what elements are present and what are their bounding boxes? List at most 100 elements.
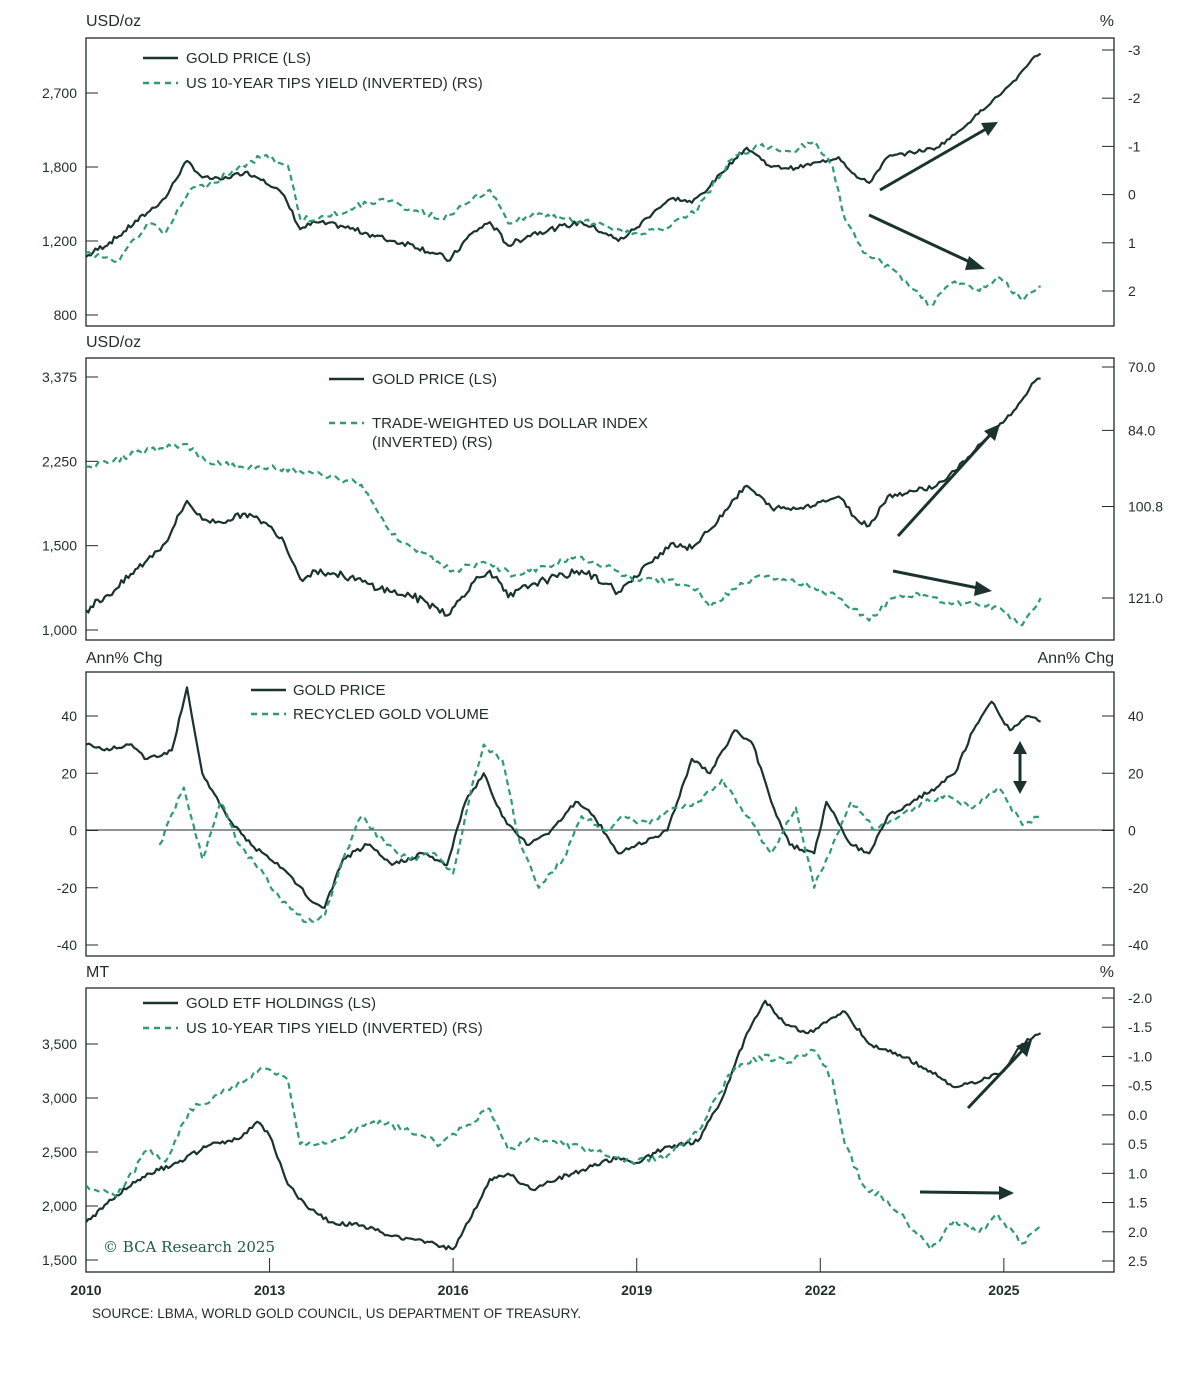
legend-dollar-index: TRADE-WEIGHTED US DOLLAR INDEX	[372, 415, 648, 432]
legend: GOLD ETF HOLDINGS (LS) US 10-YEAR TIPS Y…	[143, 995, 483, 1037]
left-tick-label: 1,500	[42, 538, 77, 554]
series-line-solid	[86, 686, 1042, 909]
legend-gold-price: GOLD PRICE (LS)	[372, 371, 497, 388]
left-tick-label: 3,000	[42, 1090, 77, 1106]
right-tick-label: 121.0	[1128, 590, 1163, 606]
left-tick-label: 0	[69, 823, 77, 839]
left-tick-label: 2,700	[42, 85, 77, 101]
legend: GOLD PRICE (LS) TRADE-WEIGHTED US DOLLAR…	[329, 371, 648, 451]
left-tick-label: 20	[61, 765, 77, 781]
left-tick-label: 1,800	[42, 159, 77, 175]
left-axis: 3,500 3,000 2,500 2,000 1,500	[42, 1036, 98, 1268]
trend-arrows	[868, 122, 998, 270]
right-tick-label: -1.0	[1128, 1048, 1152, 1064]
arrow-down-shaft	[892, 569, 979, 590]
right-tick-label: 0.0	[1128, 1107, 1148, 1123]
right-tick-label: 0.5	[1128, 1136, 1148, 1152]
right-tick-label: 0	[1128, 187, 1136, 203]
right-unit-label: %	[1100, 13, 1114, 30]
legend-dollar-index-cont: (INVERTED) (RS)	[372, 434, 493, 451]
left-unit-label: USD/oz	[86, 13, 141, 30]
x-tick-label: 2025	[988, 1282, 1019, 1298]
right-tick-label: -1	[1128, 138, 1141, 154]
panel-frame	[85, 987, 1115, 1273]
x-tick-label: 2022	[805, 1282, 836, 1298]
right-tick-label: 100.8	[1128, 499, 1163, 515]
trend-arrows	[892, 424, 1000, 596]
right-axis: -3 -2 -1 0 1 2	[1102, 42, 1141, 299]
left-axis: 2,700 1,800 1,200 800	[42, 85, 98, 323]
legend: GOLD PRICE RECYCLED GOLD VOLUME	[251, 682, 489, 723]
series-lines	[86, 377, 1042, 627]
right-tick-label: -20	[1128, 880, 1148, 896]
right-tick-label: 1.5	[1128, 1195, 1148, 1211]
chart-panel-dollar: USD/oz 3,375 2,250 1,500 1,000 70.0 84.0 100.…	[42, 334, 1163, 641]
arrow-up-shaft	[879, 127, 987, 192]
bca-copyright: © BCA Research 2025	[103, 1238, 275, 1256]
series-line-dashed	[86, 442, 1042, 627]
series-line-solid	[86, 377, 1041, 617]
right-tick-label: 20	[1128, 765, 1144, 781]
series-line-solid	[86, 52, 1042, 263]
right-tick-label: 2	[1128, 283, 1136, 299]
arrow-up-shaft	[896, 433, 992, 538]
trend-arrows	[919, 1040, 1032, 1200]
left-tick-label: 2,000	[42, 1198, 77, 1214]
arrow-up-head	[981, 122, 998, 136]
arrow-up-head	[1016, 1040, 1032, 1057]
right-axis: -2.0 -1.5 -1.0 -0.5 0.0 0.5 1.0 1.5 2.0 2.5	[1102, 990, 1152, 1269]
chart-panel-tips: USD/oz % 2,700 1,800 1,200 800 -3 -2 -1 0 1 2 GO…	[42, 13, 1141, 327]
left-axis: 3,375 2,250 1,500 1,000	[42, 369, 98, 638]
left-tick-label: 1,000	[42, 622, 77, 638]
series-line-dashed	[158, 743, 1041, 924]
right-tick-label: 70.0	[1128, 359, 1155, 375]
left-tick-label: 1,500	[42, 1252, 77, 1268]
left-tick-label: 2,250	[42, 453, 77, 469]
left-tick-label: 2,500	[42, 1144, 77, 1160]
right-tick-label: -2	[1128, 90, 1141, 106]
x-tick-label: 2010	[70, 1282, 101, 1298]
arrow-down-head	[965, 256, 985, 270]
legend-tips-yield: US 10-YEAR TIPS YIELD (INVERTED) (RS)	[186, 75, 483, 92]
left-tick-label: -20	[57, 880, 77, 896]
right-tick-label: -3	[1128, 42, 1141, 58]
legend-recycled-gold: RECYCLED GOLD VOLUME	[293, 706, 489, 723]
legend-gold-price: GOLD PRICE	[293, 682, 386, 699]
panel-frame	[85, 357, 1115, 641]
x-tick-label: 2019	[621, 1282, 652, 1298]
left-axis: 40 20 0 -20 -40	[57, 708, 98, 953]
x-tick-label: 2013	[254, 1282, 285, 1298]
right-tick-label: 2.0	[1128, 1224, 1148, 1240]
right-tick-label: -2.0	[1128, 990, 1152, 1006]
x-axis: 2010 2013 2016 2019 2022 2025	[70, 1258, 1020, 1298]
right-tick-label: 1	[1128, 235, 1136, 251]
arrow-down-shaft	[868, 213, 973, 265]
right-tick-label: -0.5	[1128, 1078, 1152, 1094]
right-tick-label: 84.0	[1128, 422, 1155, 438]
left-tick-label: -40	[57, 937, 77, 953]
left-tick-label: 800	[54, 307, 78, 323]
right-tick-label: 40	[1128, 708, 1144, 724]
right-axis: 70.0 84.0 100.8 121.0	[1102, 359, 1163, 606]
x-tick-label: 2016	[438, 1282, 469, 1298]
right-tick-label: 1.0	[1128, 1165, 1148, 1181]
left-tick-label: 40	[61, 708, 77, 724]
right-tick-label: 2.5	[1128, 1253, 1148, 1269]
right-tick-label: -40	[1128, 937, 1148, 953]
arrow-double-head-up	[1013, 741, 1027, 754]
panel-frame	[85, 37, 1115, 327]
left-tick-label: 3,500	[42, 1036, 77, 1052]
series-line-solid	[86, 999, 1042, 1251]
legend-etf-holdings: GOLD ETF HOLDINGS (LS)	[186, 995, 376, 1012]
right-tick-label: 0	[1128, 823, 1136, 839]
right-axis: 40 20 0 -20 -40	[1102, 708, 1148, 953]
panel-frame	[85, 671, 1115, 957]
arrow-up-shaft	[966, 1049, 1024, 1110]
left-unit-label: MT	[86, 964, 109, 981]
legend-tips-yield: US 10-YEAR TIPS YIELD (INVERTED) (RS)	[186, 1020, 483, 1037]
chart-panel-recycled: Ann% Chg Ann% Chg 40 20 0 -20 -40 40 20 0 -20 -4…	[57, 650, 1148, 957]
left-unit-label: USD/oz	[86, 334, 141, 351]
trend-arrows	[1013, 741, 1027, 794]
